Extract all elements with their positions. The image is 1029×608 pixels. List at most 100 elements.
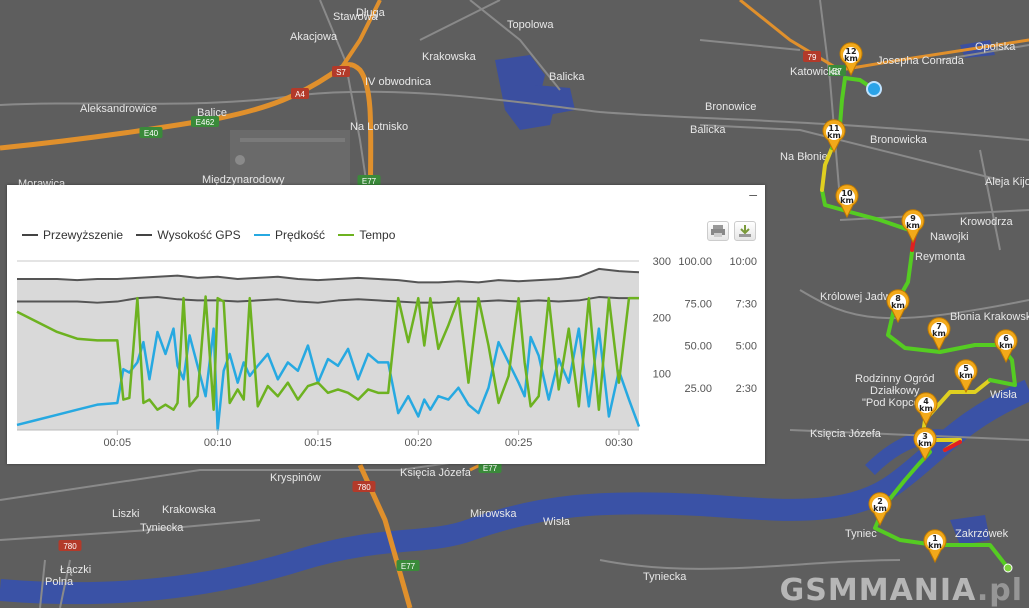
km-marker-number: 12 — [845, 47, 856, 56]
map-label: Księcia Józefa — [400, 467, 472, 479]
map-label: Josepha Conrada — [877, 55, 965, 67]
x-tick-label: 00:05 — [104, 437, 132, 449]
river-wisla — [0, 379, 1029, 605]
x-tick-label: 00:15 — [304, 437, 332, 449]
km-marker[interactable]: 9km — [901, 209, 925, 244]
legend-label: Przewyższenie — [43, 228, 124, 242]
map-label: Balicka — [549, 71, 585, 83]
speed-tick-label: 75.00 — [684, 298, 712, 310]
map-label: Królowej Jadwigi — [820, 291, 902, 303]
km-marker[interactable]: 1km — [923, 529, 947, 564]
km-marker-unit: km — [844, 54, 858, 63]
legend-item-tempo[interactable]: Tempo — [338, 228, 395, 242]
legend-item-przewyzszenie[interactable]: Przewyższenie — [22, 228, 123, 242]
km-marker-unit: km — [840, 196, 854, 205]
map-label: IV obwodnica — [365, 76, 432, 88]
km-marker-unit: km — [928, 541, 942, 550]
legend-item-predkosc[interactable]: Prędkość — [253, 228, 325, 242]
map-label: Aleja Kijowska — [985, 176, 1029, 188]
map-label: Balicka — [690, 124, 726, 136]
map-label: Na Lotnisko — [350, 121, 408, 133]
map-label: Na Błonie — [780, 151, 828, 163]
x-tick-label: 00:10 — [204, 437, 232, 449]
download-icon — [739, 225, 751, 237]
road-shield: E77 — [401, 562, 416, 571]
legend-item-wysokosc-gps[interactable]: Wysokość GPS — [136, 228, 241, 242]
pace-tick-label: 10:00 — [729, 256, 757, 268]
map-label: Łączki — [60, 564, 91, 576]
chart-legend: Przewyższenie Wysokość GPS Prędkość Temp… — [22, 225, 405, 242]
map-label: Reymonta — [915, 251, 966, 263]
x-tick-label: 00:30 — [605, 437, 633, 449]
minimize-button[interactable]: – — [749, 186, 757, 202]
map-label: Mirowska — [470, 508, 517, 520]
legend-label: Wysokość GPS — [157, 228, 241, 242]
map-label: Topolowa — [507, 19, 554, 31]
download-button[interactable] — [734, 221, 756, 241]
km-marker[interactable]: 2km — [868, 492, 892, 527]
km-marker-number: 9 — [910, 214, 916, 223]
km-marker[interactable]: 8km — [886, 289, 910, 324]
map-label: Tyniecka — [643, 571, 687, 583]
road-shield: E7 — [832, 67, 842, 76]
km-marker-number: 2 — [877, 497, 883, 506]
map-label: Stawowa — [333, 11, 379, 23]
map-label: Błonia Krakowskie — [950, 311, 1029, 323]
map-label: Bronowice — [705, 101, 756, 113]
km-marker-unit: km — [873, 504, 887, 513]
series-area-przewyzszenie — [17, 268, 639, 430]
km-marker-unit: km — [959, 371, 973, 380]
x-tick-label: 00:25 — [505, 437, 533, 449]
pace-tick-label: 2:30 — [736, 383, 757, 395]
map-label: Krakowska — [162, 504, 217, 516]
map-label: Opolska — [975, 41, 1016, 53]
map-label: Kryspinów — [270, 472, 321, 484]
map-label: Księcia Józefa — [810, 428, 882, 440]
km-marker[interactable]: 7km — [927, 317, 951, 352]
elevation-chart-panel: – Przewyższenie Wysokość GPS Prędkość Te… — [7, 185, 765, 464]
elevation-speed-chart[interactable]: 00:05 00:10 00:15 00:20 00:25 00:30 300 200 100 1… — [7, 185, 765, 464]
road-shield: 780 — [63, 542, 77, 551]
road-shield: E77 — [362, 177, 377, 186]
km-marker-number: 1 — [932, 534, 938, 543]
print-button[interactable] — [707, 221, 729, 241]
road-shield: E462 — [196, 118, 215, 127]
map-label: Polna — [45, 576, 74, 588]
km-marker-number: 3 — [922, 432, 928, 441]
map-label: Zakrzówek — [955, 528, 1009, 540]
km-marker[interactable]: 4km — [914, 392, 938, 427]
series-line-wysokosc-gps — [17, 296, 639, 304]
km-marker-unit: km — [919, 404, 933, 413]
pace-tick-label: 5:00 — [736, 341, 757, 353]
map-label: Wisła — [990, 389, 1018, 401]
current-position-dot — [866, 81, 882, 97]
km-marker-number: 7 — [936, 322, 942, 331]
road-shield: E77 — [483, 464, 498, 473]
map-label: Krowodrza — [960, 216, 1013, 228]
km-marker-number: 8 — [895, 294, 901, 303]
km-marker[interactable]: 6km — [994, 329, 1018, 364]
map-labels: BaliceAleksandrowiceMiędzynarodowyMorawi… — [18, 7, 1029, 588]
altitude-tick-label: 100 — [653, 369, 671, 381]
km-marker-unit: km — [918, 439, 932, 448]
km-marker[interactable]: 3km — [913, 427, 937, 462]
road-shield: A4 — [295, 90, 305, 99]
watermark-logo: GSMMANIA.pl — [779, 573, 1023, 608]
map-label: Działkowy — [870, 385, 920, 397]
map-label: Długa — [356, 7, 386, 19]
road-shield: E40 — [144, 129, 159, 138]
map-label: Bronowicka — [870, 134, 928, 146]
map-label: Akacjowa — [290, 31, 338, 43]
map-label: Liszki — [112, 508, 140, 520]
speed-tick-label: 50.00 — [684, 341, 712, 353]
km-marker[interactable]: 5km — [954, 359, 978, 394]
map-label: Aleksandrowice — [80, 103, 157, 115]
series-line-przewyzszenie — [17, 267, 640, 284]
route-start-dot — [1003, 563, 1013, 573]
series-line-predkosc — [16, 327, 641, 432]
series-line-tempo — [16, 295, 639, 411]
map-label: Tyniec — [845, 528, 877, 540]
